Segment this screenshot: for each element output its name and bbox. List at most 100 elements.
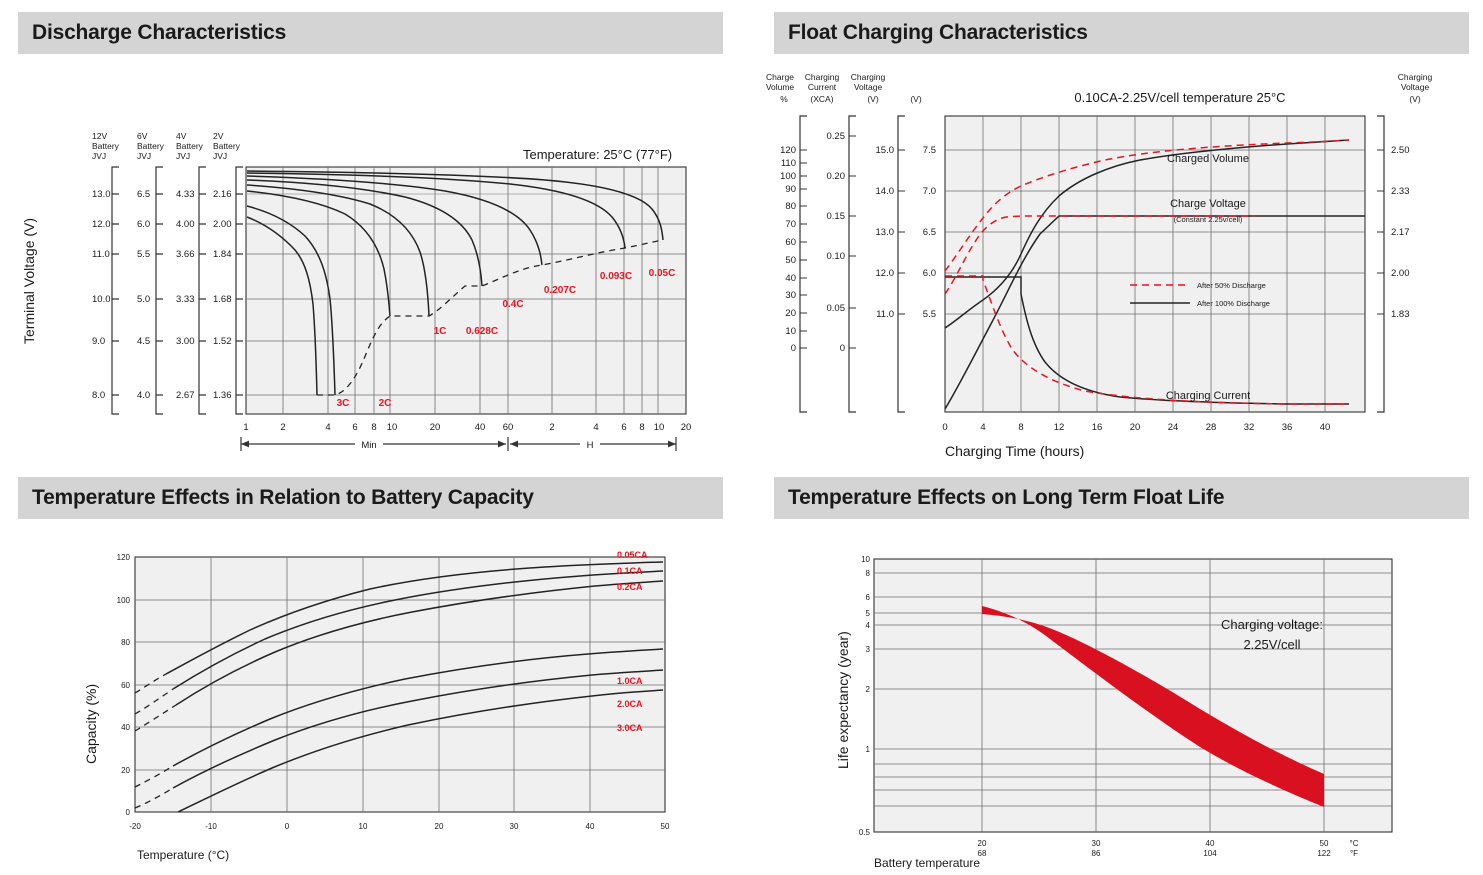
floatlife-xlabel: Battery temperature <box>874 856 980 869</box>
rate-label-0628c: 0.628C <box>466 326 498 337</box>
float-cv-tick-11: 10 <box>785 326 796 337</box>
float-yaxis-1-unit: (XCA) <box>810 94 833 104</box>
yaxis-2-tick-2: 3.66 <box>176 249 195 260</box>
xtick-12: 8 <box>639 422 644 433</box>
floatlife-xtick-c-2: 40 <box>1206 839 1215 848</box>
yaxis-0-tick-0: 13.0 <box>92 189 111 200</box>
yaxis-1-header-2: JVJ <box>137 151 151 161</box>
float-xtick-10: 40 <box>1320 422 1331 433</box>
float-charge-voltage-curve-50 <box>944 215 1255 295</box>
yaxis-0-tick-5: 8.0 <box>92 390 105 401</box>
float-curves-50pct <box>944 139 1350 405</box>
capacity-xtick-4: 20 <box>435 822 444 831</box>
float-cc-tick-2: 0.15 <box>827 211 846 222</box>
yaxis-1-tick-5: 4.0 <box>137 390 150 401</box>
xtick-11: 6 <box>621 422 626 433</box>
discharge-x-tick-labels: 1 2 4 6 8 10 20 40 60 2 4 6 8 10 20 <box>243 422 691 433</box>
floatlife-note-line-1: 2.25V/cell <box>1243 637 1300 652</box>
rate-label-2c: 2C <box>379 398 392 409</box>
capacity-ytick-100: 100 <box>117 596 131 605</box>
float-cvolt-tick-3: 12.0 <box>876 268 895 279</box>
xtick-4: 8 <box>371 422 376 433</box>
panel-discharge-characteristics: Discharge Characteristics 12V Battery JV… <box>0 0 741 465</box>
capacity-ytick-40: 40 <box>121 723 130 732</box>
discharge-ylabel: Terminal Voltage (V) <box>21 218 37 344</box>
capacity-label-10ca: 1.0CA <box>617 676 643 686</box>
yaxis-0-header-0: 12V <box>92 131 107 141</box>
float-cc-tick-1: 0.20 <box>827 171 846 182</box>
panel-float-life: Temperature Effects on Long Term Float L… <box>760 465 1483 875</box>
discharge-y-axis-headers: 12V Battery JVJ 6V Battery JVJ 4V Batter… <box>92 131 241 161</box>
float-axis-charge-volume: 120 110 100 90 80 70 60 50 40 30 20 10 0 <box>780 115 807 413</box>
capacity-label-30ca: 3.0CA <box>617 723 643 733</box>
capacity-xlabel: Temperature (°C) <box>137 848 229 862</box>
float-axis-charging-voltage-6v: 7.5 7.0 6.5 6.0 5.5 <box>923 145 936 320</box>
float-xtick-3: 12 <box>1054 422 1065 433</box>
float-cv-tick-6: 60 <box>785 237 796 248</box>
yaxis-3-tick-0: 2.16 <box>213 189 232 200</box>
floatlife-ytick-2: 2 <box>866 685 871 694</box>
floatlife-xunit-c: °C <box>1350 839 1359 848</box>
float-charging-current-curve-50 <box>945 275 1349 405</box>
capacity-series-labels: 0.05CA 0.1CA 0.2CA 1.0CA 2.0CA 3.0CA <box>617 550 648 733</box>
floatlife-xtick-c-3: 50 <box>1320 839 1329 848</box>
discharge-envelope-curve <box>317 239 664 396</box>
capacity-ytick-20: 20 <box>121 766 130 775</box>
panel-title-bar-capacity: Temperature Effects in Relation to Batte… <box>18 477 723 519</box>
floatlife-xtick-f-1: 86 <box>1092 849 1101 858</box>
yaxis-3-tick-5: 1.36 <box>213 390 232 401</box>
float-xlabel: Charging Time (hours) <box>945 443 1084 459</box>
capacity-label-005ca: 0.05CA <box>617 550 648 560</box>
page-title-capacity: Temperature Effects in Relation to Batte… <box>32 486 534 509</box>
float-cvolt6-tick-0: 7.5 <box>923 145 936 156</box>
panel-title-bar-float: Float Charging Characteristics <box>774 12 1469 54</box>
chart-temperature-capacity: Capacity (%) 120 100 80 60 40 20 0 <box>0 519 741 869</box>
float-cc-tick-0: 0.25 <box>827 131 846 142</box>
float-charged-volume-curve-50 <box>944 139 1350 272</box>
float-charging-current-curve-100 <box>945 276 1349 405</box>
float-cc-tick-5: 0 <box>840 343 845 354</box>
yaxis-2-header-1: Battery <box>176 141 204 151</box>
float-cvolt6-tick-2: 6.5 <box>923 227 936 238</box>
float-yaxis-2-header-1: Voltage <box>854 82 883 92</box>
yaxis-3-tick-2: 1.84 <box>213 249 232 260</box>
float-cv-tick-2: 100 <box>780 171 796 182</box>
capacity-xtick-3: 10 <box>359 822 368 831</box>
float-xtick-2: 8 <box>1018 422 1023 433</box>
chart-float-life: Life expectancy (year) 10 8 6 5 4 3 2 1 … <box>760 519 1483 869</box>
xsegment-label-h: H <box>587 440 594 451</box>
float-cv-tick-12: 0 <box>791 343 796 354</box>
float-xtick-6: 24 <box>1168 422 1179 433</box>
float-yaxis-2-header-0: Charging <box>851 72 886 82</box>
yaxis-3-header-2: JVJ <box>213 151 227 161</box>
yaxis-3-tick-4: 1.52 <box>213 336 232 347</box>
float-cv-tick-4: 80 <box>785 201 796 212</box>
yaxis-1-tick-2: 5.5 <box>137 249 150 260</box>
rate-label-0093c: 0.093C <box>600 271 632 282</box>
yaxis-0-header-1: Battery <box>92 141 120 151</box>
floatlife-xtick-c-0: 20 <box>978 839 987 848</box>
yaxis-2-tick-5: 2.67 <box>176 390 195 401</box>
annotation-charge-voltage: Charge Voltage <box>1170 198 1246 210</box>
xtick-7: 40 <box>475 422 486 433</box>
float-yaxis-1-header-0: Charging <box>805 72 840 82</box>
float-xtick-0: 0 <box>942 422 947 433</box>
xtick-14: 20 <box>681 422 692 433</box>
capacity-xtick-1: -10 <box>205 822 217 831</box>
float-chart-svg: Charge Volume % Charging Current (XCA) C… <box>766 72 1433 459</box>
xtick-1: 2 <box>280 422 285 433</box>
floatlife-xtick-f-0: 68 <box>978 849 987 858</box>
panel-temperature-capacity: Temperature Effects in Relation to Batte… <box>0 465 741 875</box>
float-yaxis-1-header-1: Current <box>808 82 837 92</box>
yaxis-1-header-0: 6V <box>137 131 148 141</box>
float-yaxis-right-header-1: Voltage <box>1401 82 1430 92</box>
float-annotations: Charged Volume Charge Voltage (Constant … <box>1166 153 1250 402</box>
yaxis-1-tick-3: 5.0 <box>137 294 150 305</box>
page-title-discharge: Discharge Characteristics <box>32 21 287 44</box>
float-chart-title: 0.10CA-2.25V/cell temperature 25°C <box>1074 90 1285 105</box>
float-yaxis-2-unit: (V) <box>867 94 879 104</box>
discharge-temperature-annotation: Temperature: 25°C (77°F) <box>523 147 672 162</box>
panel-float-charging-characteristics: Float Charging Characteristics Charge Vo… <box>760 0 1483 465</box>
page-title-float: Float Charging Characteristics <box>788 21 1088 44</box>
float-curves-100pct <box>944 139 1365 410</box>
